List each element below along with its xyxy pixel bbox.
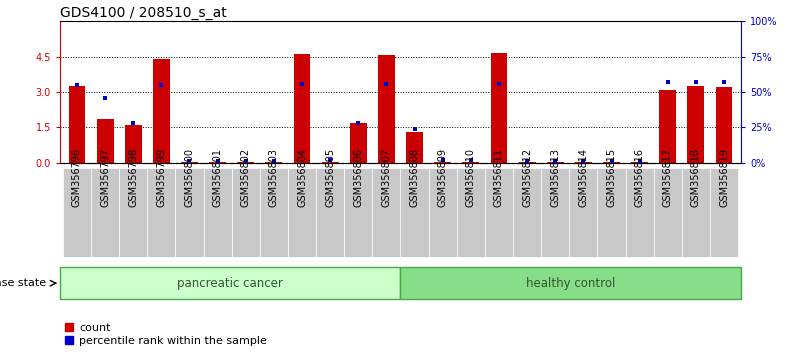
Bar [710,168,738,257]
Text: GSM356813: GSM356813 [550,148,560,207]
Bar [372,168,400,257]
Bar [462,162,479,163]
Bar [231,168,260,257]
Bar [400,168,429,257]
Text: GSM356807: GSM356807 [381,148,392,207]
Bar [288,168,316,257]
Bar [598,168,626,257]
Bar [429,168,457,257]
Bar [434,162,451,163]
Text: GSM356805: GSM356805 [325,148,335,207]
Text: GSM356818: GSM356818 [691,148,701,207]
Text: GSM356796: GSM356796 [72,148,82,207]
Text: GSM356797: GSM356797 [100,148,110,207]
Text: GSM356803: GSM356803 [269,148,279,207]
Bar [147,168,175,257]
Bar [457,168,485,257]
Bar [541,168,570,257]
Bar [265,162,282,163]
Bar [603,162,620,163]
Text: GSM356808: GSM356808 [409,148,420,207]
Bar [626,168,654,257]
Text: GSM356816: GSM356816 [634,148,645,207]
Bar [322,162,339,163]
Text: GSM356811: GSM356811 [494,148,504,207]
Bar [91,168,119,257]
Text: healthy control: healthy control [526,277,615,290]
Text: GSM356812: GSM356812 [522,148,532,207]
Text: GSM356800: GSM356800 [184,148,195,207]
Bar [519,162,536,163]
Bar [631,162,648,163]
Text: GSM356809: GSM356809 [437,148,448,207]
Bar [181,162,198,163]
Bar [400,267,741,299]
Text: pancreatic cancer: pancreatic cancer [177,277,284,290]
Legend: count, percentile rank within the sample: count, percentile rank within the sample [60,318,272,350]
Bar [682,168,710,257]
Bar [153,59,170,163]
Bar [203,168,231,257]
Bar [125,125,142,163]
Text: GSM356804: GSM356804 [297,148,307,207]
Bar [570,168,598,257]
Text: GSM356815: GSM356815 [606,148,617,207]
Bar [344,168,372,257]
Bar [69,86,86,163]
Text: GSM356798: GSM356798 [128,148,139,207]
Bar [406,132,423,163]
Text: GSM356802: GSM356802 [241,148,251,207]
Text: GSM356806: GSM356806 [353,148,364,207]
Bar [294,54,311,163]
Text: GSM356810: GSM356810 [466,148,476,207]
Bar [659,90,676,163]
Bar [575,162,592,163]
Bar [350,123,367,163]
Bar [175,168,203,257]
Bar [260,168,288,257]
Bar [60,267,400,299]
Bar [547,162,564,163]
Bar [119,168,147,257]
Text: GSM356817: GSM356817 [662,148,673,207]
Bar [490,53,507,163]
Bar [715,87,732,163]
Bar [63,168,91,257]
Bar [97,119,114,163]
Text: GSM356799: GSM356799 [156,148,167,207]
Text: GSM356801: GSM356801 [212,148,223,207]
Bar [378,56,395,163]
Text: GSM356819: GSM356819 [719,148,729,207]
Bar [237,162,254,163]
Bar [485,168,513,257]
Bar [687,86,704,163]
Bar [316,168,344,257]
Text: GSM356814: GSM356814 [578,148,589,207]
Text: GDS4100 / 208510_s_at: GDS4100 / 208510_s_at [60,6,227,20]
Text: disease state: disease state [0,278,46,288]
Bar [513,168,541,257]
Bar [209,162,226,163]
Bar [654,168,682,257]
